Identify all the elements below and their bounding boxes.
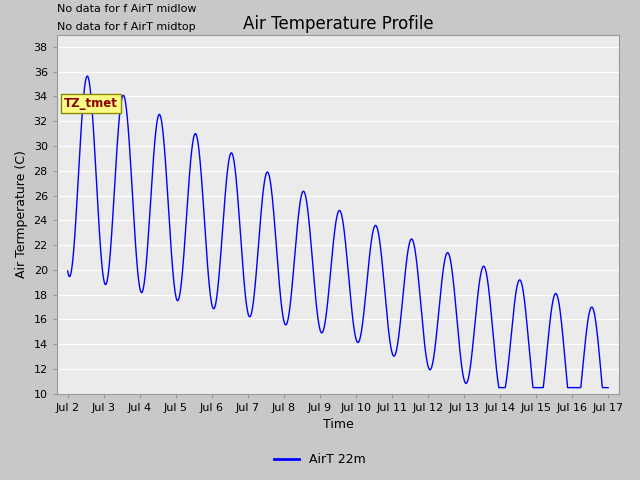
Text: No data for f AirT midtop: No data for f AirT midtop <box>57 22 195 32</box>
Title: Air Temperature Profile: Air Temperature Profile <box>243 15 433 33</box>
Legend: AirT 22m: AirT 22m <box>269 448 371 471</box>
Y-axis label: Air Termperature (C): Air Termperature (C) <box>15 150 28 278</box>
X-axis label: Time: Time <box>323 419 353 432</box>
Text: No data for f AirT midlow: No data for f AirT midlow <box>57 3 196 13</box>
Text: TZ_tmet: TZ_tmet <box>64 97 118 110</box>
